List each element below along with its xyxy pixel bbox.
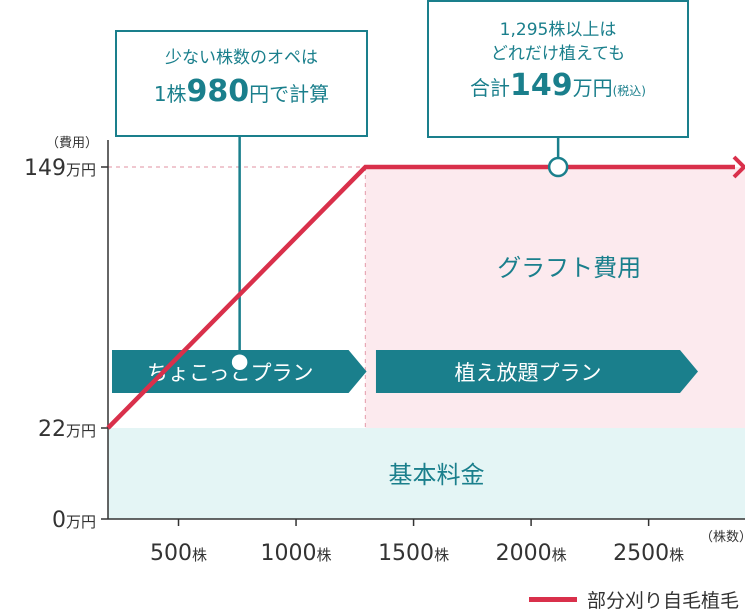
- area-labels-layer: 基本料金 グラフト費用: [389, 254, 642, 489]
- x-tick-label: 2500株: [613, 541, 684, 566]
- callout-right-anchor-point: [547, 156, 569, 178]
- guides-layer: [108, 166, 366, 428]
- callout-left-big-post: 円で計算: [249, 82, 330, 106]
- series-line-cost: [106, 164, 735, 430]
- callout-left-line1: 少ない株数のオペは: [165, 48, 318, 68]
- series-arrow-head: [732, 155, 745, 179]
- callout-left-big: 980: [186, 74, 250, 109]
- x-tick-label: 2000株: [496, 541, 567, 566]
- y-tick-label: 0万円: [52, 508, 96, 533]
- callout-right: 1,295株以上は どれだけ植えても 合計149万円(税込): [427, 0, 689, 138]
- legend-swatch: [528, 597, 577, 602]
- legend-label: 部分刈り自毛植毛: [586, 590, 739, 612]
- x-tick-label: 1000株: [261, 541, 332, 566]
- callout-right-line2: どれだけ植えても: [490, 44, 626, 64]
- y-tick-label: 149万円: [24, 156, 96, 181]
- y-tick-label: 22万円: [38, 417, 96, 442]
- callout-left: 少ない株数のオペは 1株980円で計算: [115, 30, 368, 137]
- ticks-layer: 0万円 22万円 149万円 500株 1000株 1500株 2000株 2500株: [24, 156, 684, 566]
- x-tick-label: 500株: [150, 541, 207, 566]
- callout-right-pre: 合計: [470, 76, 510, 100]
- callout-right-big: 149: [510, 68, 573, 103]
- axes-layer: [107, 140, 745, 520]
- plan-band-label-2: 植え放題プラン: [454, 361, 601, 385]
- legend: 部分刈り自毛植毛: [528, 586, 739, 613]
- area-base-fee-label: 基本料金: [389, 461, 485, 489]
- callout-right-small: (税込): [612, 84, 646, 98]
- series-layer: [106, 137, 745, 430]
- area-graft-fee-label: グラフト費用: [497, 254, 641, 282]
- area-base-fee: [108, 428, 745, 519]
- callout-right-post: 万円: [572, 76, 613, 100]
- plan-band-2: [375, 350, 698, 393]
- y-axis-unit-label: （費用）: [46, 136, 98, 151]
- x-tick-label: 1500株: [378, 541, 449, 566]
- bands-layer: ちょこっとプラン 植え放題プラン: [112, 350, 698, 393]
- callout-left-anchor-point: [229, 351, 250, 373]
- callout-left-big-pre: 1株: [153, 82, 187, 106]
- callout-right-line1: 1,295株以上は: [499, 20, 617, 40]
- x-axis-unit-label: （株数）: [700, 530, 745, 545]
